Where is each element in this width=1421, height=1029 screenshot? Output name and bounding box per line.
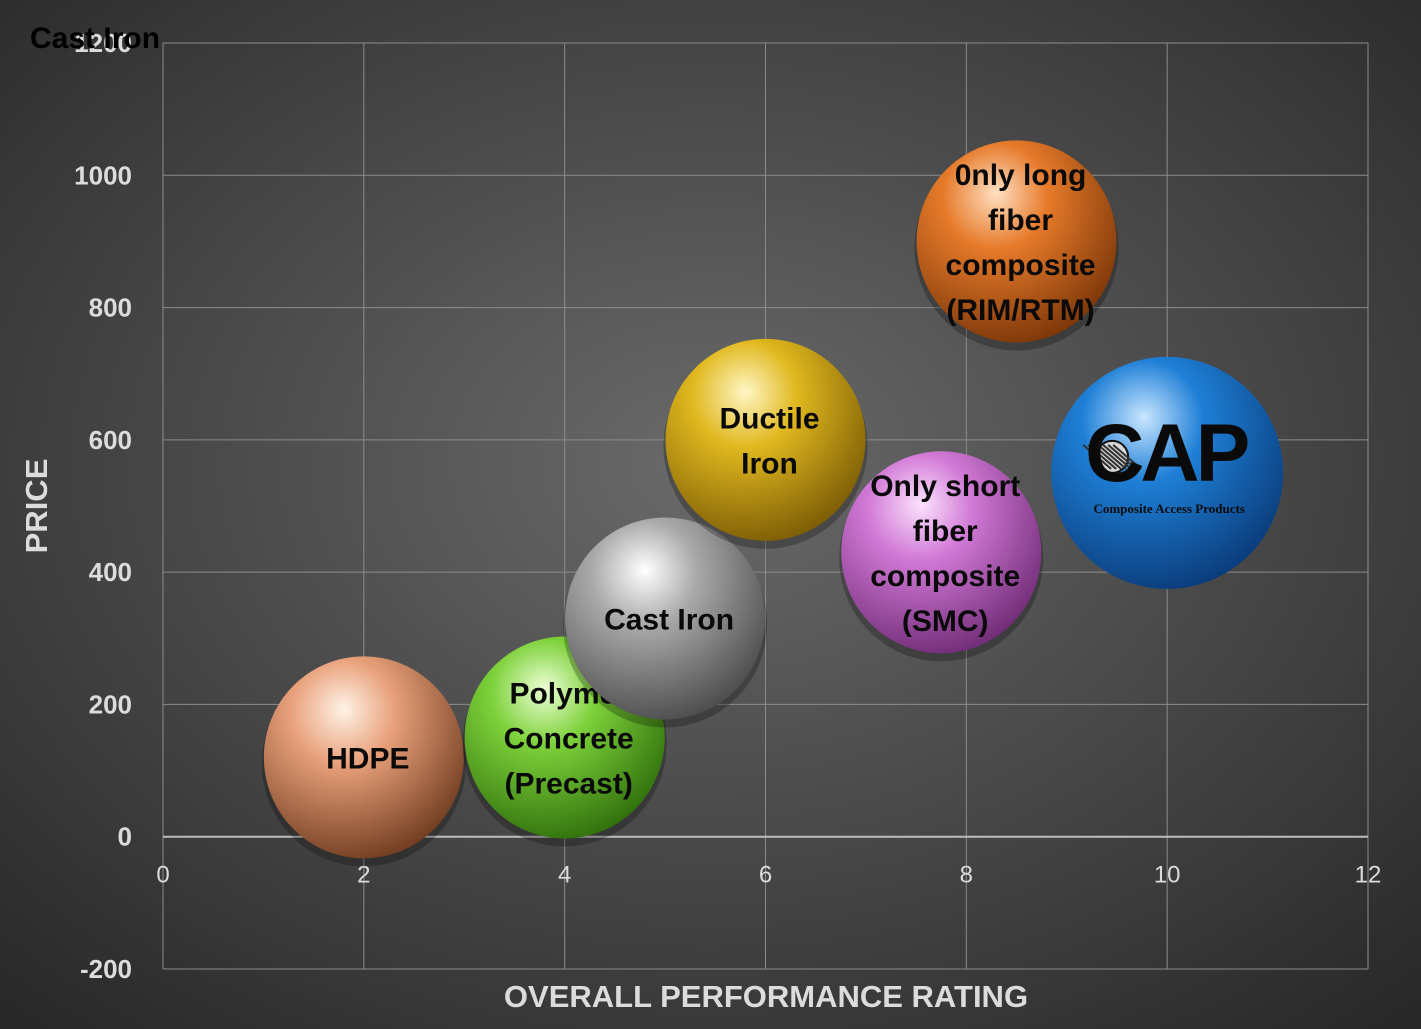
- bubble-label: Only short: [870, 470, 1020, 503]
- bubble-label: fiber: [913, 515, 978, 548]
- y-axis-label: PRICE: [19, 459, 54, 554]
- chart-title: Cast Iron: [30, 22, 160, 55]
- y-tick-label: 600: [89, 425, 132, 455]
- y-tick-label: 200: [89, 689, 132, 719]
- bubble-label: (SMC): [902, 605, 989, 638]
- bubble-sphere: [841, 451, 1042, 654]
- cap-logo-text: CAP: [1085, 408, 1247, 499]
- bubble-sphere: [263, 656, 464, 859]
- bubble: Only short fiber composite (SMC): [839, 451, 1044, 662]
- bubble-label: fiber: [988, 204, 1053, 237]
- y-tick-label: -200: [80, 954, 132, 984]
- bubble-sphere: [1051, 356, 1284, 589]
- x-tick-label: 12: [1355, 862, 1382, 889]
- x-tick-label: 0: [156, 862, 169, 889]
- bubble-label: composite: [946, 249, 1096, 282]
- cap-logo-caption: Composite Access Products: [1093, 501, 1244, 516]
- bubble: HDPE: [261, 656, 466, 867]
- bubble: Cast Iron: [563, 517, 768, 728]
- x-tick-label: 4: [558, 862, 571, 889]
- bubble-label: (Precast): [504, 768, 632, 801]
- bubble-cap: CAP Composite Access Products: [1051, 356, 1284, 589]
- woven-fiber-icon: [1082, 439, 1142, 474]
- x-tick-label: 2: [357, 862, 370, 889]
- y-tick-label: 1200: [74, 28, 132, 58]
- y-tick-label: 0: [118, 822, 132, 852]
- bubble-label: Cast Iron: [604, 603, 734, 636]
- bubble-sphere: [565, 517, 766, 720]
- bubble-label: Ductile: [719, 402, 819, 435]
- bubble-label: Concrete: [504, 723, 634, 756]
- y-tick-label: 1000: [74, 160, 132, 190]
- y-tick-label: 400: [89, 557, 132, 587]
- y-tick-label: 800: [89, 293, 132, 323]
- bubble-label: (RIM/RTM): [946, 294, 1094, 327]
- bubble-label: 0nly long: [955, 159, 1087, 192]
- bubble-label: HDPE: [326, 742, 409, 775]
- bubble-sphere: [665, 338, 866, 541]
- bubble: 0nly long fiber composite (RIM/RTM): [914, 140, 1119, 351]
- x-tick-label: 10: [1154, 862, 1181, 889]
- bubble-label: Iron: [741, 447, 798, 480]
- x-tick-label: 6: [759, 862, 772, 889]
- bubble-sphere: [916, 140, 1117, 343]
- x-tick-label: 8: [960, 862, 973, 889]
- tick-labels: 0 2 4 6 8 10 12 -200 0 200 400 600 800 1000 1200: [74, 28, 1381, 984]
- bubble: Ductile Iron: [663, 338, 868, 549]
- x-axis-label: OVERALL PERFORMANCE RATING: [504, 979, 1028, 1014]
- bubble-label: composite: [870, 560, 1020, 593]
